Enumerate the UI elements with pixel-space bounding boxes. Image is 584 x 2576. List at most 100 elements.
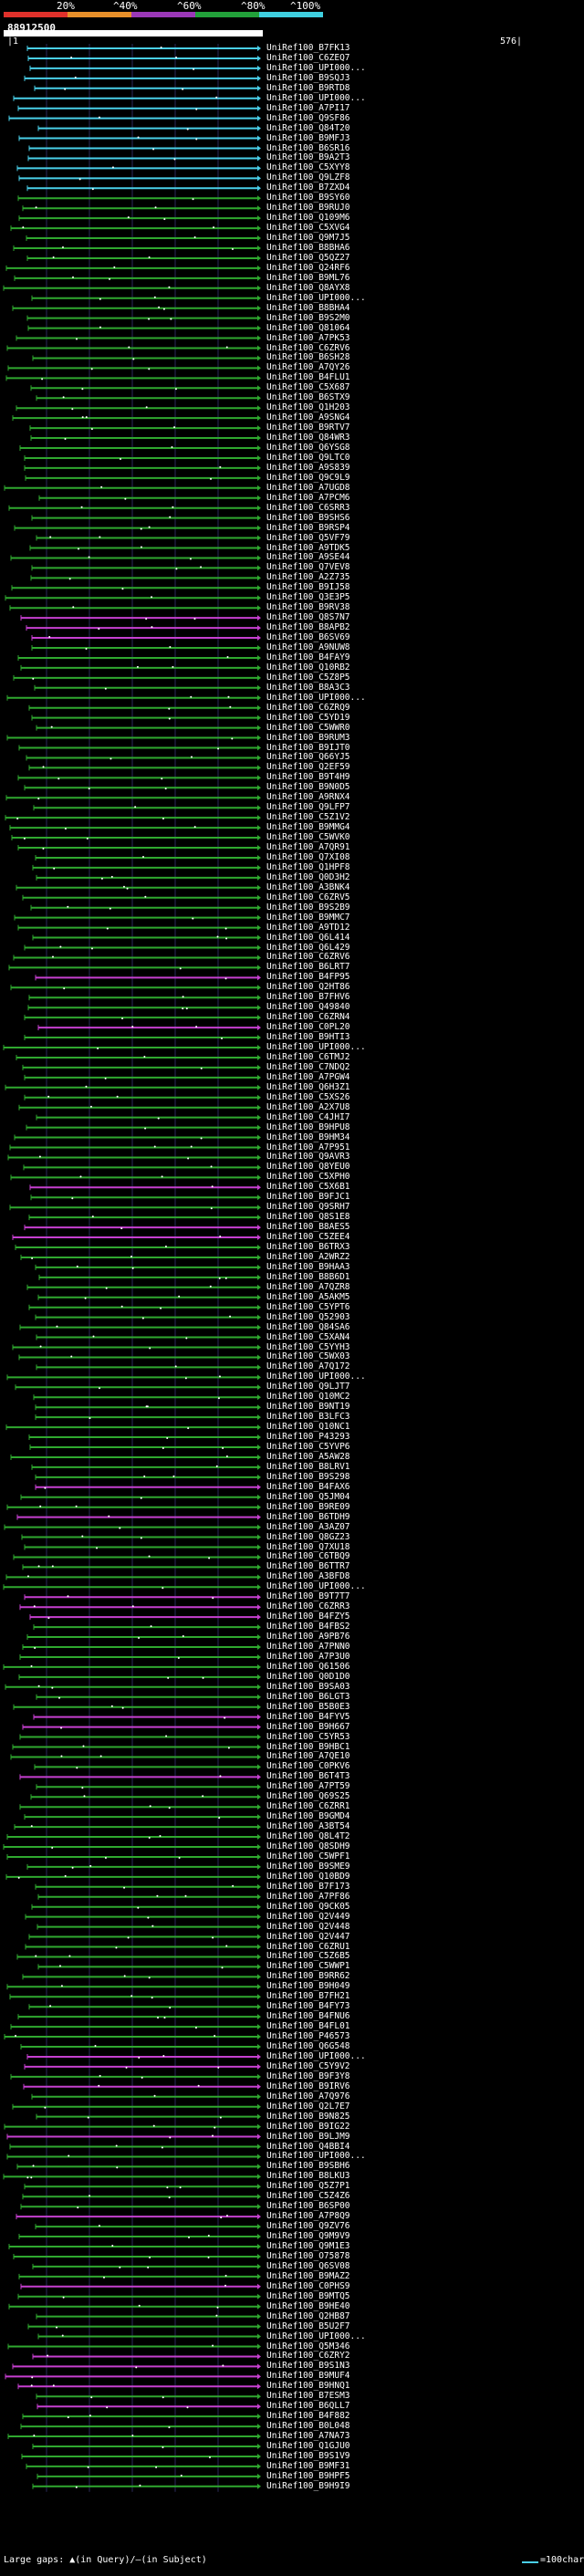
hit-label[interactable]: UniRef100_C7NDQ2 (266, 1061, 350, 1072)
hit-label[interactable]: UniRef100_Q5Z7P1 (266, 2181, 350, 2192)
hit-label[interactable]: UniRef100_B9H049 (266, 1981, 350, 1992)
hit-label[interactable]: UniRef100_A7PT59 (266, 1781, 350, 1792)
hit-label[interactable]: UniRef100_Q2V449 (266, 1911, 350, 1922)
hit-label[interactable]: UniRef100_A7P951 (266, 1142, 350, 1152)
hit-label[interactable]: UniRef100_B9GMD4 (266, 1811, 350, 1822)
hit-label[interactable]: UniRef100_B7ESM3 (266, 2391, 350, 2402)
hit-label[interactable]: UniRef100_C5WWR0 (266, 722, 350, 733)
hit-label[interactable]: UniRef100_B9ML76 (266, 272, 350, 283)
hit-label[interactable]: UniRef100_C0PKV6 (266, 1761, 350, 1772)
hit-label[interactable]: UniRef100_C6SRR3 (266, 502, 350, 513)
hit-label[interactable]: UniRef100_C5X6B1 (266, 1182, 350, 1193)
hit-label[interactable]: UniRef100_C6ZRY2 (266, 2351, 350, 2362)
hit-label[interactable]: UniRef100_B9HNQ1 (266, 2381, 350, 2392)
hit-label[interactable]: UniRef100_B4FBS2 (266, 1622, 350, 1632)
hit-label[interactable]: UniRef100_Q69S25 (266, 1791, 350, 1802)
hit-label[interactable]: UniRef100_A9RNX4 (266, 792, 350, 803)
hit-label[interactable]: UniRef100_Q2EF59 (266, 762, 350, 773)
hit-label[interactable]: UniRef100_Q9LJT7 (266, 1382, 350, 1392)
hit-label[interactable]: UniRef100_C6TMJ2 (266, 1051, 350, 1062)
hit-label[interactable]: UniRef100_B6SP00 (266, 2201, 350, 2212)
hit-label[interactable]: UniRef100_C6ZRR3 (266, 1601, 350, 1612)
hit-label[interactable]: UniRef100_B9HBC1 (266, 1741, 350, 1752)
hit-label[interactable]: UniRef100_Q8S7N7 (266, 612, 350, 623)
hit-label[interactable]: UniRef100_B9T7T7 (266, 1591, 350, 1602)
hit-label[interactable]: UniRef100_Q9LZF8 (266, 172, 350, 183)
hit-label[interactable]: UniRef100_B6STX9 (266, 392, 350, 403)
hit-label[interactable]: UniRef100_B5B0E3 (266, 1701, 350, 1712)
hit-label[interactable]: UniRef100_B0L048 (266, 2421, 350, 2432)
hit-label[interactable]: UniRef100_B9IJ58 (266, 582, 350, 593)
hit-label[interactable]: UniRef100_A9TDK5 (266, 542, 350, 553)
hit-label[interactable]: UniRef100_B9RV38 (266, 602, 350, 613)
hit-label[interactable]: UniRef100_B9SME9 (266, 1861, 350, 1872)
hit-label[interactable]: UniRef100_C6ZEQ7 (266, 52, 350, 63)
hit-label[interactable]: UniRef100_Q6L429 (266, 942, 350, 953)
hit-label[interactable]: UniRef100_A7UGD8 (266, 482, 350, 493)
hit-label[interactable]: UniRef100_UPI000... (266, 62, 366, 73)
hit-label[interactable]: UniRef100_Q9AVR3 (266, 1152, 350, 1163)
hit-label[interactable]: UniRef100_B6SV69 (266, 632, 350, 643)
hit-label[interactable]: UniRef100_Q2HB87 (266, 2310, 350, 2321)
hit-label[interactable]: UniRef100_A7PGW4 (266, 1071, 350, 1082)
hit-label[interactable]: UniRef100_B9SY60 (266, 193, 350, 203)
hit-label[interactable]: UniRef100_A9SE44 (266, 552, 350, 563)
hit-label[interactable]: UniRef100_UPI000... (266, 92, 366, 103)
hit-label[interactable]: UniRef100_B4FP95 (266, 972, 350, 983)
hit-label[interactable]: UniRef100_Q6H3Z1 (266, 1081, 350, 1092)
hit-label[interactable]: UniRef100_B9T4H9 (266, 772, 350, 783)
hit-label[interactable]: UniRef100_C6ZRN4 (266, 1012, 350, 1023)
hit-label[interactable]: UniRef100_A7Q172 (266, 1361, 350, 1372)
hit-label[interactable]: UniRef100_Q66YJ5 (266, 752, 350, 763)
hit-label[interactable]: UniRef100_B4FL01 (266, 2021, 350, 2032)
hit-label[interactable]: UniRef100_B9MAZ2 (266, 2270, 350, 2281)
hit-label[interactable]: UniRef100_B8LKU3 (266, 2171, 350, 2182)
hit-label[interactable]: UniRef100_B9NT19 (266, 1402, 350, 1413)
hit-label[interactable]: UniRef100_B9HE40 (266, 2300, 350, 2311)
hit-label[interactable]: UniRef100_B8LRV1 (266, 1461, 350, 1472)
hit-label[interactable]: UniRef100_A7QZR8 (266, 1281, 350, 1292)
hit-label[interactable]: UniRef100_C5YVP6 (266, 1442, 350, 1452)
hit-label[interactable]: UniRef100_B9H667 (266, 1721, 350, 1732)
hit-label[interactable]: UniRef100_C6ZRV6 (266, 342, 350, 353)
hit-label[interactable]: UniRef100_B9SQJ3 (266, 72, 350, 83)
hit-label[interactable]: UniRef100_C5Z4Z6 (266, 2191, 350, 2202)
hit-label[interactable]: UniRef100_Q3E3P5 (266, 592, 350, 603)
hit-label[interactable]: UniRef100_Q4BBI4 (266, 2141, 350, 2152)
hit-label[interactable]: UniRef100_Q7VEV8 (266, 562, 350, 573)
hit-label[interactable]: UniRef100_UPI000... (266, 1371, 366, 1382)
hit-label[interactable]: UniRef100_Q0D3H2 (266, 871, 350, 882)
hit-label[interactable]: UniRef100_B6LGT3 (266, 1691, 350, 1702)
hit-label[interactable]: UniRef100_B9HM34 (266, 1132, 350, 1142)
hit-label[interactable]: UniRef100_C5WWP1 (266, 1961, 350, 1972)
hit-label[interactable]: UniRef100_Q6L414 (266, 932, 350, 943)
hit-label[interactable]: UniRef100_B9MF31 (266, 2460, 350, 2471)
hit-label[interactable]: UniRef100_B8BHA4 (266, 302, 350, 313)
hit-label[interactable]: UniRef100_Q5QZ27 (266, 252, 350, 263)
hit-label[interactable]: UniRef100_Q5M346 (266, 2341, 350, 2352)
hit-label[interactable]: UniRef100_UPI000... (266, 2151, 366, 2162)
hit-label[interactable]: UniRef100_B4FZY5 (266, 1611, 350, 1622)
hit-label[interactable]: UniRef100_B8APB2 (266, 622, 350, 633)
hit-label[interactable]: UniRef100_B4FAX6 (266, 1481, 350, 1492)
hit-label[interactable]: UniRef100_C5YD19 (266, 712, 350, 723)
hit-label[interactable]: UniRef100_B8AES5 (266, 1222, 350, 1233)
hit-label[interactable]: UniRef100_Q0D1D0 (266, 1671, 350, 1682)
hit-label[interactable]: UniRef100_B9S2B9 (266, 902, 350, 913)
hit-label[interactable]: UniRef100_B9LJM9 (266, 2131, 350, 2142)
hit-label[interactable]: UniRef100_B4FLU1 (266, 372, 350, 383)
hit-label[interactable]: UniRef100_C5Z6B5 (266, 1951, 350, 1962)
hit-label[interactable]: UniRef100_Q8L4T2 (266, 1831, 350, 1842)
hit-label[interactable]: UniRef100_A9NUW8 (266, 642, 350, 652)
hit-label[interactable]: UniRef100_A9S839 (266, 462, 350, 473)
hit-label[interactable]: UniRef100_C5XS26 (266, 1091, 350, 1102)
hit-label[interactable]: UniRef100_Q9LTC0 (266, 452, 350, 463)
hit-label[interactable]: UniRef100_B9A2T3 (266, 152, 350, 163)
hit-label[interactable]: UniRef100_B4FAY9 (266, 652, 350, 662)
hit-label[interactable]: UniRef100_B9HTI3 (266, 1032, 350, 1043)
hit-label[interactable]: UniRef100_Q1GJU0 (266, 2441, 350, 2451)
hit-label[interactable]: UniRef100_B8BHA6 (266, 243, 350, 253)
hit-label[interactable]: UniRef100_B7FHV6 (266, 992, 350, 1003)
hit-label[interactable]: UniRef100_A7PK53 (266, 332, 350, 343)
hit-label[interactable]: UniRef100_A7QR91 (266, 842, 350, 852)
